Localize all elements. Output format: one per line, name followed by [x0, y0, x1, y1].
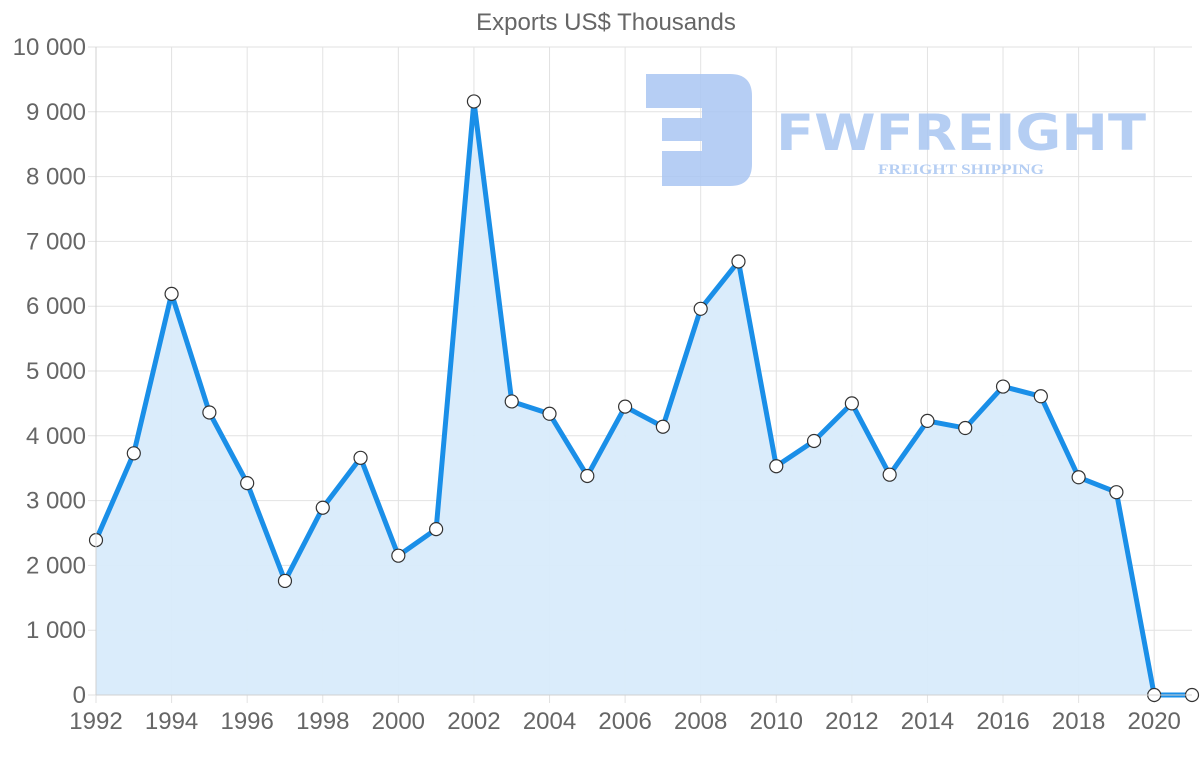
data-point[interactable] — [1033, 389, 1048, 404]
data-point[interactable] — [240, 476, 255, 491]
x-tick-label: 2016 — [976, 708, 1029, 735]
data-point[interactable] — [882, 467, 897, 482]
x-tick-label: 2004 — [523, 708, 576, 735]
x-tick-label: 2008 — [674, 708, 727, 735]
x-tick-label: 2018 — [1052, 708, 1105, 735]
y-tick-label: 5 000 — [26, 358, 86, 385]
data-point[interactable] — [542, 406, 557, 421]
series-data-points — [88, 94, 1200, 703]
data-point[interactable] — [1071, 470, 1086, 485]
x-tick-label: 1994 — [145, 708, 198, 735]
data-point[interactable] — [315, 500, 330, 515]
y-tick-label: 0 — [73, 682, 86, 709]
data-point[interactable] — [126, 446, 141, 461]
x-tick-label: 2010 — [750, 708, 803, 735]
data-point[interactable] — [731, 254, 746, 269]
data-point[interactable] — [1109, 485, 1124, 500]
y-tick-label: 9 000 — [26, 99, 86, 126]
data-point[interactable] — [920, 413, 935, 428]
x-tick-label: 2000 — [372, 708, 425, 735]
chart-title: Exports US$ Thousands — [476, 9, 736, 36]
x-tick-label: 2020 — [1128, 708, 1181, 735]
x-tick-label: 2006 — [598, 708, 651, 735]
watermark-brand: FWFREIGHT — [776, 104, 1146, 162]
data-point[interactable] — [202, 405, 217, 420]
y-tick-label: 3 000 — [26, 488, 86, 515]
x-tick-label: 2014 — [901, 708, 954, 735]
data-point[interactable] — [769, 459, 784, 474]
data-point[interactable] — [353, 450, 368, 465]
data-point[interactable] — [466, 94, 482, 109]
y-axis-tick-labels: 0 1 000 2 000 3 000 4 000 5 000 6 000 7 000 8 00… — [13, 34, 86, 709]
data-point[interactable] — [693, 301, 708, 316]
x-tick-label: 2002 — [447, 708, 500, 735]
data-point[interactable] — [618, 399, 633, 414]
y-tick-label: 1 000 — [26, 617, 86, 644]
y-tick-label: 2 000 — [26, 552, 86, 579]
data-point[interactable] — [655, 419, 670, 434]
data-point[interactable] — [391, 548, 406, 563]
x-tick-label: 1996 — [220, 708, 273, 735]
data-point[interactable] — [164, 286, 179, 301]
x-axis-tick-labels: 1992 1994 1996 1998 2000 2002 2004 2006 2008 2010… — [69, 708, 1181, 735]
series-area-fill — [96, 101, 1192, 695]
x-tick-label: 1998 — [296, 708, 349, 735]
y-tick-label: 8 000 — [26, 164, 86, 191]
logo-mark-icon — [646, 74, 752, 186]
data-point[interactable] — [429, 522, 444, 537]
watermark-tagline: FREIGHT SHIPPING — [878, 162, 1044, 178]
data-point[interactable] — [504, 394, 519, 409]
x-tick-label: 2012 — [825, 708, 878, 735]
data-point[interactable] — [958, 420, 973, 436]
y-tick-label: 10 000 — [13, 34, 86, 61]
data-point[interactable] — [844, 396, 859, 411]
data-point[interactable] — [277, 573, 293, 589]
data-point[interactable] — [580, 468, 595, 484]
y-tick-label: 7 000 — [26, 228, 86, 255]
data-point[interactable] — [995, 379, 1011, 394]
fwfreight-watermark-logo: FWFREIGHT FREIGHT SHIPPING — [646, 74, 1146, 186]
data-point[interactable] — [806, 433, 822, 449]
y-tick-label: 6 000 — [26, 293, 86, 320]
x-tick-label: 1992 — [69, 708, 122, 735]
y-tick-label: 4 000 — [26, 423, 86, 450]
